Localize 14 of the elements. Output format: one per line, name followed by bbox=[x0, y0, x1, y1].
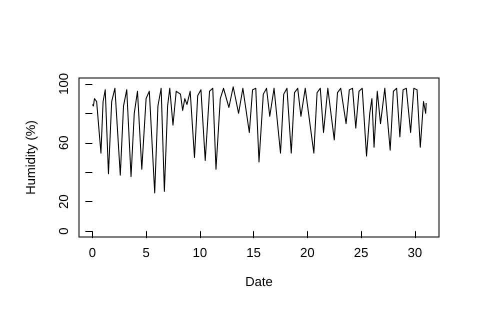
x-tick-label: 25 bbox=[354, 245, 368, 260]
x-tick-label: 30 bbox=[408, 245, 422, 260]
x-tick-label: 10 bbox=[192, 245, 208, 260]
y-tick-label: 20 bbox=[56, 194, 71, 209]
x-tick-label: 20 bbox=[300, 245, 315, 260]
y-tick-label: 60 bbox=[56, 136, 71, 150]
line-series bbox=[92, 86, 427, 194]
x-tick-label: 15 bbox=[246, 245, 261, 260]
x-tick-label: 0 bbox=[88, 245, 96, 260]
x-tick-label: 5 bbox=[142, 245, 150, 260]
y-axis-title: Humidity (%) bbox=[23, 120, 38, 195]
y-tick-label: 0 bbox=[56, 227, 71, 235]
y-tick-label: 100 bbox=[56, 73, 71, 95]
x-axis-title: Date bbox=[245, 274, 273, 289]
